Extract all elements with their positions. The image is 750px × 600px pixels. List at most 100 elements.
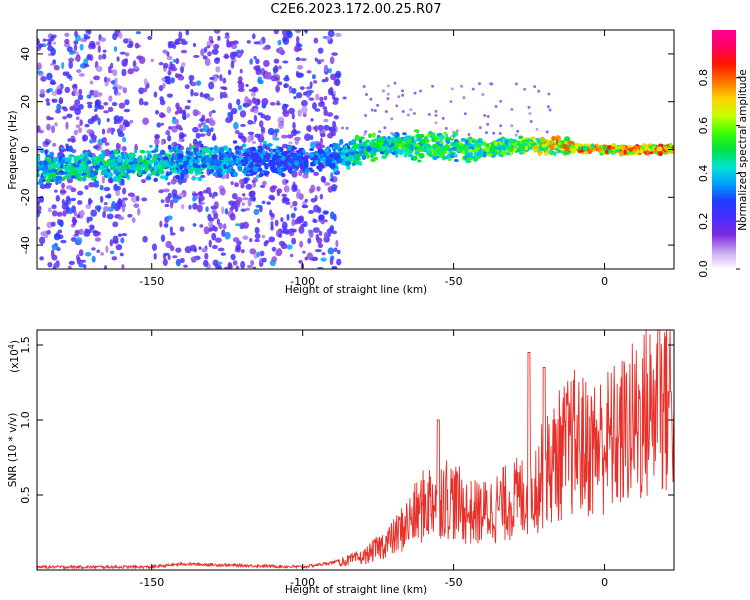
spectrogram-cell <box>386 84 390 88</box>
spectrogram-cell <box>321 78 327 83</box>
spectrogram-cell <box>298 226 305 234</box>
spectrogram-cell <box>468 139 473 143</box>
spectrogram-cell <box>435 149 440 154</box>
spectrogram-cell <box>315 143 322 150</box>
spectrogram-cell <box>215 66 221 73</box>
spectrogram-cell <box>143 78 148 86</box>
spectrogram-cell <box>498 132 502 136</box>
spectrogram-cell <box>125 168 131 172</box>
spectrogram-cell <box>358 161 363 166</box>
spectrogram-cell <box>413 91 417 95</box>
spectrogram-cell <box>427 113 431 117</box>
spectrogram-cell <box>207 170 213 175</box>
spectrogram-cell <box>231 168 236 174</box>
spectrogram-cell <box>209 40 214 44</box>
spectrogram-cell <box>388 138 393 143</box>
spectrogram-cell <box>333 152 339 157</box>
snr-series-line <box>37 330 674 570</box>
spectrogram-cell <box>105 245 109 253</box>
x-tick-label: 0 <box>601 275 608 288</box>
spectrogram-cell <box>343 157 349 161</box>
spectrogram-cell <box>489 146 495 152</box>
spectrogram-cell <box>83 64 90 68</box>
spectrogram-cell <box>240 260 246 269</box>
spectrogram-cell <box>278 233 283 239</box>
spectrogram-cell <box>167 144 172 150</box>
spectrogram-cell <box>259 250 265 257</box>
spectrogram-cell <box>78 73 85 77</box>
spectrogram-cell <box>529 119 533 123</box>
spectrogram-cell <box>79 259 87 263</box>
spectrogram-cell <box>170 178 177 185</box>
spectrogram-panel: -150 -100 -50 0 -40 -20 0 20 40 Height of straig… <box>7 29 675 296</box>
spectrogram-cell <box>295 70 299 77</box>
spectrogram-cell <box>56 85 62 90</box>
spectrogram-cell <box>330 255 335 261</box>
spectrogram-cell <box>61 202 69 210</box>
spectrogram-cell <box>46 123 51 131</box>
spectrogram-cell <box>249 248 257 255</box>
spectrogram-cell <box>460 84 464 88</box>
spectrogram-cell <box>569 144 575 149</box>
spectrogram-cell <box>124 121 131 128</box>
x-tick-label: -150 <box>139 275 164 288</box>
spectrogram-cell <box>264 153 271 159</box>
spectrogram-cell <box>318 161 324 168</box>
spectrogram-cell <box>510 124 514 128</box>
spectrogram-cell <box>37 166 41 171</box>
spectrogram-cell <box>340 126 344 130</box>
spectrogram-cell <box>328 153 335 158</box>
spectrogram-cell <box>247 131 255 135</box>
spectrogram-cell <box>190 256 198 262</box>
spectrogram-cell <box>335 70 342 79</box>
x-tick-label: -100 <box>290 576 315 589</box>
spectrogram-cell <box>98 54 103 61</box>
spectrogram-cell <box>178 31 183 39</box>
spectrogram-cell <box>163 156 169 161</box>
spectrogram-cell <box>254 233 261 240</box>
spectrogram-cell <box>397 95 401 99</box>
spectrogram-cell <box>86 53 91 59</box>
spectrogram-cell <box>200 174 206 178</box>
spectrogram-cell <box>73 129 78 136</box>
colorbar-tick-label: 0.4 <box>697 165 710 183</box>
spectrogram-cell <box>298 259 303 264</box>
spectrogram-cell <box>168 171 173 176</box>
spectrogram-cell <box>60 146 65 150</box>
spectrogram-cell <box>241 202 245 206</box>
spectrogram-cell <box>381 146 386 152</box>
spectrogram-cell <box>151 158 158 162</box>
spectrogram-cell <box>270 195 275 201</box>
snr-ticks: -150 -100 -50 0 0.5 1.0 1.5 <box>19 330 674 589</box>
spectrogram-cell <box>309 147 314 151</box>
spectrogram-cell <box>142 101 149 106</box>
spectrogram-cell <box>248 190 255 198</box>
spectrogram-cell <box>291 228 297 233</box>
spectrogram-cell <box>193 92 199 97</box>
spectrogram-cell <box>312 126 318 131</box>
spectrogram-cell <box>144 161 150 167</box>
spectrogram-cell <box>261 98 269 106</box>
spectrogram-cell <box>128 40 134 47</box>
spectrogram-cell <box>331 142 338 146</box>
spectrogram-cell <box>317 124 324 131</box>
spectrogram-cell <box>187 99 192 104</box>
spectrogram-cell <box>181 62 186 68</box>
spectrogram-cell <box>37 200 40 206</box>
spectrogram-cell <box>377 136 383 140</box>
spectrogram-cell <box>349 151 356 156</box>
spectrogram-cell <box>73 210 78 217</box>
spectrogram-cell <box>115 142 120 151</box>
spectrogram-cell <box>224 208 229 215</box>
spectrogram-cell <box>484 131 488 135</box>
spectrogram-cell <box>127 68 134 75</box>
spectrogram-cell <box>47 261 53 268</box>
spectrogram-cell <box>262 140 267 145</box>
spectrogram-cell <box>156 122 162 128</box>
spectrogram-cell <box>376 139 383 143</box>
spectrogram-cell <box>112 83 119 87</box>
spectrogram-cell <box>91 255 96 263</box>
spectrogram-cell <box>285 74 289 80</box>
spectrogram-cell <box>37 210 42 214</box>
spectrogram-cell <box>77 127 83 134</box>
